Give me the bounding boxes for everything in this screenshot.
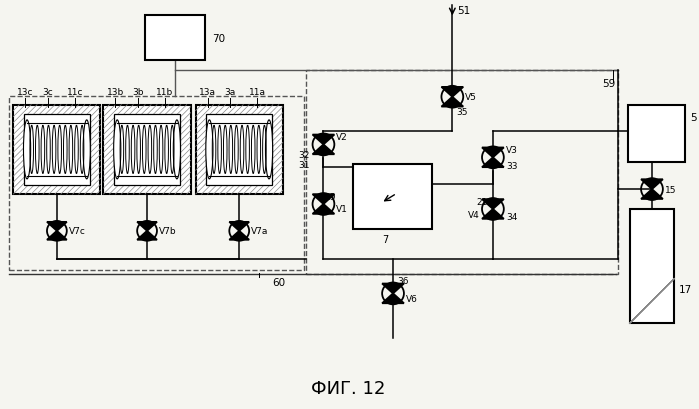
Polygon shape (47, 231, 67, 240)
Text: 35: 35 (456, 108, 468, 117)
Ellipse shape (206, 121, 213, 180)
Polygon shape (442, 88, 463, 97)
Ellipse shape (114, 121, 121, 180)
Polygon shape (641, 190, 663, 200)
Polygon shape (482, 209, 504, 219)
Text: 3b: 3b (132, 88, 144, 97)
Text: 13c: 13c (17, 88, 34, 97)
Polygon shape (482, 148, 504, 158)
Bar (13, 106, 101, 195)
Text: 19: 19 (326, 193, 337, 202)
Text: V4: V4 (468, 211, 480, 220)
Text: 11a: 11a (249, 88, 266, 97)
Polygon shape (641, 180, 663, 190)
Bar (114, 115, 180, 186)
Text: 3c: 3c (43, 88, 53, 97)
Text: 70: 70 (212, 34, 226, 44)
Text: 13a: 13a (199, 88, 216, 97)
Polygon shape (137, 231, 157, 240)
Text: 17: 17 (679, 284, 693, 294)
Ellipse shape (173, 121, 180, 180)
Bar (305, 71, 618, 274)
Text: 51: 51 (457, 6, 470, 16)
Polygon shape (442, 97, 463, 107)
Polygon shape (47, 222, 67, 231)
Bar (103, 106, 191, 195)
Text: V3: V3 (506, 146, 518, 155)
Polygon shape (312, 145, 334, 155)
Text: V2: V2 (336, 133, 348, 142)
Bar (24, 115, 90, 186)
Text: V5: V5 (466, 93, 477, 102)
Bar (630, 209, 675, 324)
Polygon shape (382, 284, 404, 294)
Text: 3a: 3a (224, 88, 236, 97)
Text: V1: V1 (336, 205, 348, 214)
Text: V7b: V7b (159, 227, 177, 236)
Bar (145, 16, 205, 61)
Text: 31: 31 (298, 160, 310, 169)
Polygon shape (482, 200, 504, 209)
Text: V7c: V7c (69, 227, 86, 236)
Text: 34: 34 (506, 213, 517, 222)
Text: 21: 21 (477, 198, 488, 207)
Text: 36: 36 (397, 276, 408, 285)
Bar (628, 106, 685, 163)
Bar (9, 97, 303, 270)
Text: 11c: 11c (66, 88, 83, 97)
Bar (206, 115, 273, 186)
Polygon shape (312, 195, 334, 204)
Text: 13b: 13b (107, 88, 124, 97)
Text: V7a: V7a (251, 227, 268, 236)
Text: 60: 60 (273, 277, 285, 287)
Polygon shape (137, 222, 157, 231)
Polygon shape (229, 222, 249, 231)
Text: 59: 59 (603, 79, 616, 89)
Text: 11b: 11b (157, 88, 173, 97)
Text: 5: 5 (690, 112, 697, 122)
Text: 15: 15 (665, 185, 677, 194)
Text: 33: 33 (506, 162, 517, 170)
Ellipse shape (24, 121, 31, 180)
Polygon shape (312, 135, 334, 145)
Polygon shape (382, 294, 404, 303)
Polygon shape (312, 204, 334, 214)
Ellipse shape (266, 121, 273, 180)
Text: 7: 7 (382, 234, 388, 244)
Text: 32: 32 (298, 151, 310, 160)
Text: ФИГ. 12: ФИГ. 12 (310, 379, 385, 397)
Text: V6: V6 (406, 294, 418, 303)
Ellipse shape (83, 121, 90, 180)
Bar (196, 106, 283, 195)
Polygon shape (229, 231, 249, 240)
Bar (353, 165, 433, 229)
Polygon shape (482, 158, 504, 168)
